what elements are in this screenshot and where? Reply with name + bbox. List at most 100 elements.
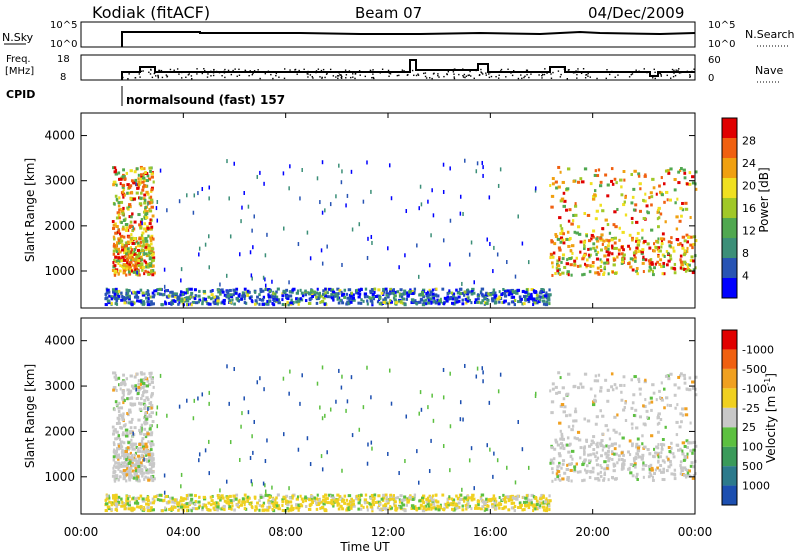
velocity-cell: [689, 449, 693, 453]
power-cell: [507, 293, 511, 297]
velocity-cell: [143, 477, 146, 481]
power-cell: [144, 252, 148, 256]
power-cell: [336, 297, 339, 301]
velocity-cell: [642, 475, 645, 479]
velocity-cell: [662, 467, 666, 471]
velocity-cell: [657, 460, 660, 464]
velocity-cell: [337, 507, 341, 511]
velocity-cell: [410, 504, 415, 508]
velocity-cell: [496, 458, 499, 463]
nave-dot: [335, 76, 337, 78]
colorbar-tick: 28: [742, 135, 756, 148]
velocity-cell: [539, 504, 542, 508]
velocity-cell: [656, 453, 659, 457]
power-cell: [126, 296, 129, 300]
velocity-cell: [126, 452, 130, 456]
velocity-cell: [689, 441, 693, 445]
power-cell: [348, 293, 352, 297]
power-cell: [572, 213, 576, 217]
velocity-cell: [121, 389, 126, 393]
nave-dot: [653, 68, 655, 71]
power-cell: [592, 235, 595, 239]
velocity-cell: [220, 494, 224, 498]
power-cell: [219, 292, 222, 296]
power-cell: [657, 206, 661, 210]
power-cell: [146, 226, 150, 230]
power-cell: [151, 269, 155, 273]
velocity-cell: [268, 505, 271, 509]
velocity-cell: [583, 417, 587, 421]
power-cell: [581, 257, 585, 261]
power-cell: [690, 255, 694, 259]
velocity-cell: [655, 451, 658, 455]
velocity-cell: [149, 444, 153, 448]
velocity-cell: [140, 468, 144, 472]
power-cell: [128, 295, 131, 299]
velocity-cell: [616, 461, 619, 465]
power-cell: [547, 298, 551, 302]
velocity-cell: [123, 504, 127, 508]
velocity-cell: [120, 415, 125, 419]
velocity-cell: [417, 506, 421, 510]
power-cell: [665, 190, 669, 194]
power-cell: [581, 180, 585, 184]
nave-dot: [340, 76, 342, 79]
power-cell: [140, 218, 144, 222]
velocity-cell: [151, 470, 155, 474]
velocity-cell: [253, 419, 255, 424]
velocity-cell: [647, 465, 651, 469]
power-cell: [117, 239, 121, 243]
power-cell: [653, 266, 656, 270]
power-cell: [137, 254, 141, 258]
power-cell: [455, 300, 459, 304]
velocity-cell: [652, 391, 656, 395]
velocity-cell: [650, 468, 654, 472]
power-cell: [436, 298, 439, 302]
power-cell: [554, 180, 558, 184]
power-cell: [541, 299, 546, 303]
power-cell: [228, 299, 232, 303]
power-cell: [554, 272, 557, 276]
velocity-cell: [320, 454, 323, 459]
velocity-cell: [547, 504, 551, 508]
nave-dot: [538, 74, 540, 76]
velocity-cell: [149, 406, 153, 410]
velocity-cell: [203, 497, 207, 501]
velocity-cell: [563, 471, 567, 475]
power-cell: [358, 292, 362, 296]
velocity-cell: [133, 453, 137, 457]
power-cell: [667, 171, 671, 175]
power-cell: [681, 267, 685, 271]
nave-dot: [423, 72, 425, 75]
nave-dot: [582, 68, 585, 70]
power-cell: [648, 261, 652, 265]
velocity-cell: [135, 387, 137, 392]
velocity-cell: [613, 415, 617, 419]
power-cell: [631, 268, 635, 272]
velocity-cell: [389, 493, 392, 497]
power-cell: [629, 265, 633, 269]
power-cell: [679, 242, 682, 246]
velocity-cell: [120, 450, 124, 454]
x-tick-label: 08:00: [268, 525, 303, 539]
velocity-cell: [117, 434, 120, 438]
power-cell: [571, 219, 575, 223]
velocity-cell: [152, 385, 155, 389]
nave-dot: [284, 68, 286, 70]
power-cell: [659, 249, 662, 253]
velocity-cell: [464, 503, 468, 507]
power-cell: [430, 233, 432, 238]
power-cell: [373, 290, 376, 294]
power-cell: [606, 194, 610, 198]
power-cell: [310, 292, 314, 296]
velocity-cell: [289, 369, 291, 374]
velocity-cell: [346, 502, 350, 506]
velocity-cell: [650, 466, 654, 470]
power-cell: [120, 259, 123, 263]
velocity-cell: [431, 393, 433, 398]
power-cell: [240, 297, 243, 301]
power-cell: [582, 255, 586, 259]
power-cell: [146, 300, 150, 304]
nave-dot: [227, 69, 230, 72]
power-cell: [148, 166, 152, 170]
